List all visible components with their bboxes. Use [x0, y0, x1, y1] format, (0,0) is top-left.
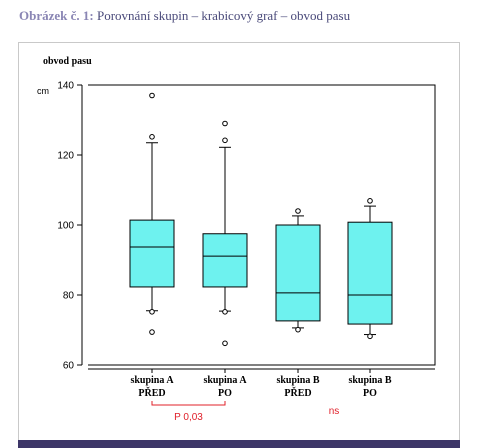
x-tick-label: PŘED	[138, 387, 165, 399]
box-iqr	[129, 219, 175, 288]
outlier-point	[295, 326, 301, 333]
outlier-point	[222, 120, 228, 127]
box-iqr	[347, 221, 393, 325]
outlier-point	[367, 333, 373, 340]
figure-caption: Obrázek č. 1: Porovnání skupin – krabico…	[19, 8, 350, 24]
outlier-point	[222, 340, 228, 347]
outlier-point	[295, 208, 301, 214]
outlier-point	[222, 309, 228, 315]
figure-title: Porovnání skupin – krabicový graf – obvo…	[96, 8, 351, 23]
y-axis-unit: cm	[37, 86, 49, 96]
x-tick-label: PŘED	[284, 387, 311, 399]
x-tick-label: skupina A	[130, 375, 174, 386]
significance-label: P 0,03	[174, 412, 203, 423]
y-tick-label: 60	[63, 361, 75, 372]
y-tick-label: 100	[57, 221, 74, 232]
outlier-point	[367, 198, 373, 204]
figure-label: Obrázek č. 1:	[19, 8, 94, 23]
x-tick-label: PO	[218, 388, 232, 399]
outlier-point	[149, 309, 155, 315]
outlier-point	[149, 92, 155, 99]
outlier-point	[149, 329, 155, 335]
outlier-point	[222, 137, 228, 144]
box-iqr	[202, 233, 248, 288]
plot-border	[88, 84, 436, 366]
box-iqr	[275, 224, 321, 322]
y-tick-label: 80	[63, 291, 75, 302]
x-tick-label: PO	[363, 388, 377, 399]
x-tick-label: skupina B	[348, 375, 391, 386]
outlier-point	[149, 134, 155, 140]
x-tick-label: skupina A	[203, 375, 247, 386]
x-tick-label: skupina B	[276, 375, 319, 386]
significance-bracket	[151, 401, 226, 406]
y-tick-label: 140	[57, 81, 74, 92]
y-tick-label: 120	[57, 151, 74, 162]
y-axis-label: obvod pasu	[43, 56, 92, 67]
significance-label: ns	[329, 406, 340, 417]
bottom-band	[18, 440, 460, 448]
